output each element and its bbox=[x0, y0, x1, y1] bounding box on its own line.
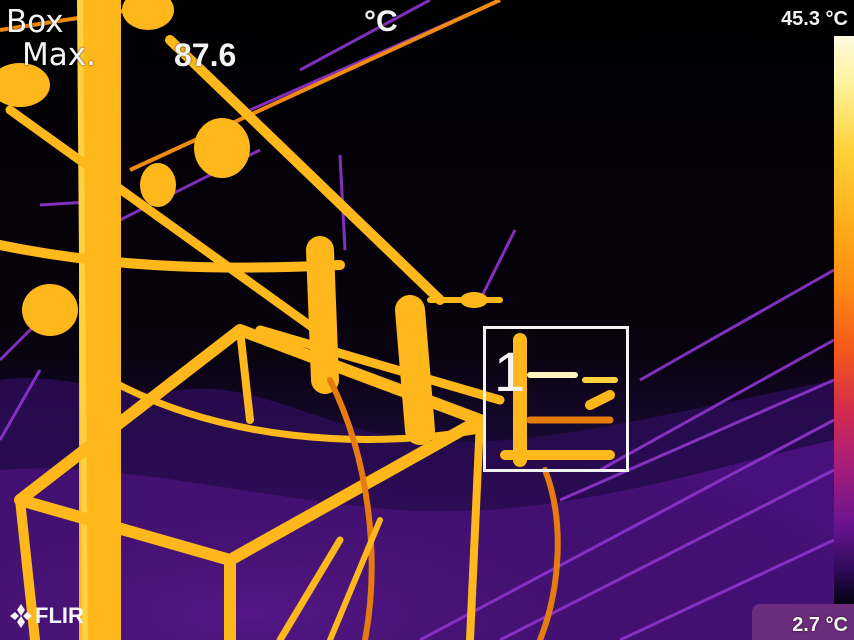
scale-max-label: 45.3 °C bbox=[781, 8, 848, 30]
pole-structure bbox=[0, 0, 561, 640]
box-equipment bbox=[500, 333, 618, 467]
measurement-type-label: Max. bbox=[22, 37, 96, 73]
logo-text: FLIR bbox=[35, 603, 84, 628]
scale-min-badge: 2.7 °C bbox=[752, 604, 854, 640]
box-number-label: 1 bbox=[494, 340, 526, 403]
measurement-value: 87.6 bbox=[174, 37, 237, 73]
measurement-mode-label: Box bbox=[6, 4, 64, 40]
insulators bbox=[0, 0, 488, 336]
measurement-box[interactable] bbox=[483, 326, 629, 472]
unit-label: °C bbox=[364, 5, 398, 38]
temperature-color-scale bbox=[834, 36, 854, 604]
flir-logo: FLIR bbox=[10, 603, 84, 629]
flir-logo-icon bbox=[10, 604, 32, 628]
scale-min-label: 2.7 °C bbox=[792, 614, 848, 636]
